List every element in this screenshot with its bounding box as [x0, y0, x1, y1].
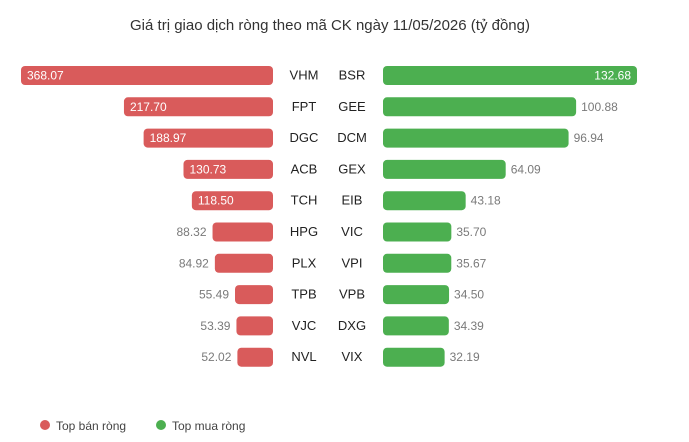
legend-sell-marker	[40, 420, 50, 430]
sell-ticker-ACB: ACB	[291, 161, 318, 176]
buy-ticker-VPB: VPB	[339, 287, 365, 302]
sell-bar-VJC[interactable]	[236, 316, 273, 336]
sell-value-label-PLX: 84.92	[179, 256, 209, 270]
buy-value-label-DXG: 34.39	[454, 319, 484, 333]
sell-ticker-TPB: TPB	[291, 287, 316, 302]
sell-bar-NVL[interactable]	[237, 347, 273, 367]
sell-ticker-TCH: TCH	[291, 193, 318, 208]
sell-value-label-HPG: 88.32	[177, 225, 207, 239]
sell-ticker-VHM: VHM	[290, 68, 319, 83]
buy-ticker-BSR: BSR	[339, 68, 366, 83]
buy-value-label-VIX: 32.19	[450, 350, 480, 364]
sell-bar-DGC[interactable]	[143, 128, 273, 148]
sell-ticker-NVL: NVL	[291, 349, 316, 364]
sell-ticker-FPT: FPT	[292, 99, 317, 114]
buy-ticker-DCM: DCM	[337, 130, 367, 145]
buy-value-label-GEX: 64.09	[511, 162, 541, 176]
buy-value-label-GEE: 100.88	[581, 100, 618, 114]
buy-bar-VPI[interactable]	[383, 253, 452, 273]
buy-ticker-DXG: DXG	[338, 318, 366, 333]
buy-bar-GEX[interactable]	[383, 159, 506, 179]
buy-bar-VPB[interactable]	[383, 285, 450, 305]
buy-ticker-VIX: VIX	[342, 349, 363, 364]
buy-value-label-DCM: 96.94	[574, 131, 604, 145]
sell-bar-FPT[interactable]	[123, 97, 274, 117]
buy-value-label-VIC: 35.70	[456, 225, 486, 239]
buy-bar-GEE[interactable]	[383, 97, 577, 117]
sell-value-label-TPB: 55.49	[199, 288, 229, 302]
buy-ticker-EIB: EIB	[342, 193, 363, 208]
sell-value-label-VJC: 53.39	[200, 319, 230, 333]
legend-buy-marker	[156, 420, 166, 430]
sell-ticker-VJC: VJC	[292, 318, 317, 333]
buy-ticker-GEX: GEX	[338, 161, 366, 176]
bar-rows: 368.07 VHM BSR 132.68 217.70 FPT GEE 100.88 188.…	[21, 66, 637, 367]
legend: Top bán ròng Top mua ròng	[40, 419, 245, 433]
sell-ticker-PLX: PLX	[292, 255, 317, 270]
legend-sell-label[interactable]: Top bán ròng	[56, 419, 126, 433]
buy-bar-VIX[interactable]	[383, 347, 445, 367]
sell-ticker-DGC: DGC	[290, 130, 319, 145]
legend-buy-label[interactable]: Top mua ròng	[172, 419, 245, 433]
sell-bar-ACB[interactable]	[183, 159, 273, 179]
sell-value-label-TCH: 118.50	[198, 194, 234, 208]
buy-bar-DCM[interactable]	[383, 128, 569, 148]
chart-title: Giá trị giao dịch ròng theo mã CK ngày 1…	[130, 17, 530, 34]
buy-value-label-VPI: 35.67	[456, 256, 486, 270]
buy-bar-BSR[interactable]	[383, 66, 637, 85]
buy-value-label-EIB: 43.18	[471, 194, 501, 208]
buy-bar-DXG[interactable]	[383, 316, 449, 336]
sell-value-label-VHM: 368.07	[27, 69, 64, 83]
buy-value-label-VPB: 34.50	[454, 288, 484, 302]
sell-value-label-NVL: 52.02	[201, 350, 231, 364]
sell-bar-TPB[interactable]	[235, 285, 273, 305]
sell-bar-HPG[interactable]	[212, 222, 273, 242]
buy-ticker-GEE: GEE	[338, 99, 366, 114]
sell-bar-TCH[interactable]	[191, 191, 273, 211]
buy-bar-VIC[interactable]	[383, 222, 452, 242]
sell-value-label-ACB: 130.73	[189, 162, 226, 176]
sell-ticker-HPG: HPG	[290, 224, 318, 239]
buy-bar-EIB[interactable]	[383, 191, 466, 211]
sell-bar-VHM[interactable]	[21, 66, 273, 85]
buy-ticker-VIC: VIC	[341, 224, 363, 239]
sell-bar-PLX[interactable]	[214, 253, 273, 273]
buy-ticker-VPI: VPI	[342, 255, 363, 270]
sell-value-label-FPT: 217.70	[130, 100, 167, 114]
buy-value-label-BSR: 132.68	[594, 69, 631, 83]
sell-value-label-DGC: 188.97	[150, 131, 187, 145]
